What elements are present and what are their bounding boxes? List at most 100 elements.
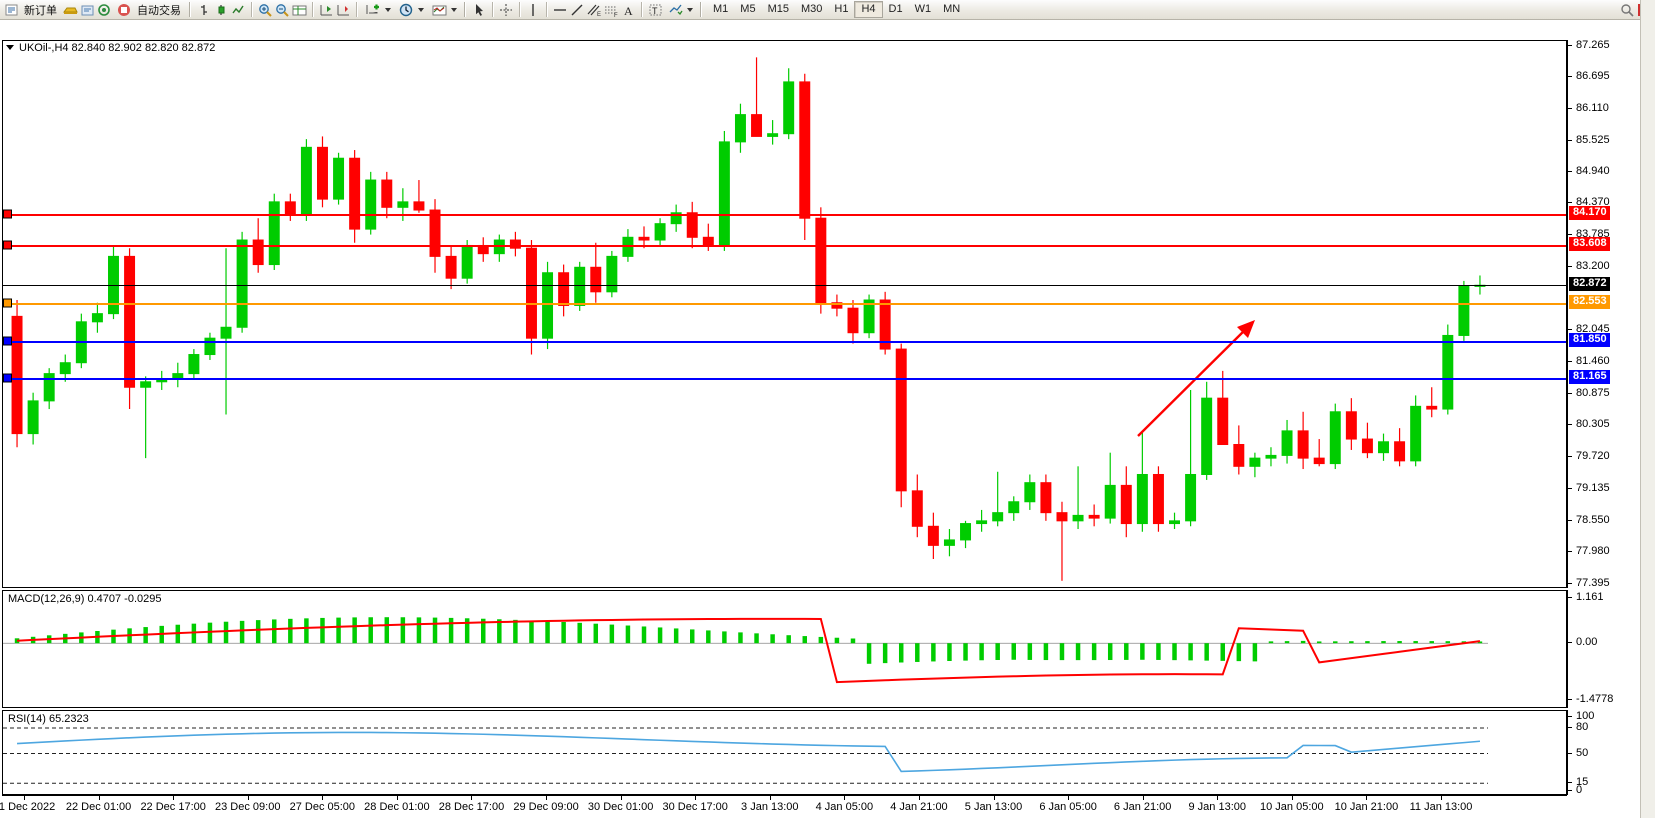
price-tick: 79.135 xyxy=(1568,482,1610,494)
zoom-in-icon[interactable] xyxy=(257,2,274,18)
toolbar-grip-3[interactable] xyxy=(700,2,704,17)
price-tag-82.553[interactable]: 82.553 xyxy=(1569,294,1610,309)
level-handle-support-2[interactable] xyxy=(3,373,12,383)
level-line-pivot[interactable] xyxy=(3,302,1566,305)
vline-icon[interactable] xyxy=(525,2,542,18)
time-tick xyxy=(1366,796,1368,800)
bar-chart-icon[interactable] xyxy=(196,2,213,18)
level-handle-support-1[interactable] xyxy=(3,336,12,346)
macd-pane[interactable]: MACD(12,26,9) 0.4707 -0.0295 xyxy=(2,590,1567,708)
price-tick: 85.525 xyxy=(1568,134,1610,146)
text-label-icon[interactable]: T xyxy=(647,2,664,18)
candlestick-chart-icon[interactable] xyxy=(213,2,230,18)
rsi-series xyxy=(3,727,1488,784)
time-label: 28 Dec 17:00 xyxy=(438,801,505,813)
time-tick xyxy=(1068,796,1070,800)
zoom-out-icon[interactable] xyxy=(274,2,291,18)
timeframe-m5[interactable]: M5 xyxy=(740,3,756,15)
chart-menu-caret-icon[interactable] xyxy=(6,45,14,50)
time-tick xyxy=(844,796,846,800)
price-tag-84.170[interactable]: 84.170 xyxy=(1569,206,1610,221)
toolbar-grip-2[interactable] xyxy=(464,2,468,17)
time-label: 4 Jan 21:00 xyxy=(890,801,948,813)
auto-scroll-icon[interactable] xyxy=(335,2,352,18)
time-label: 22 Dec 01:00 xyxy=(65,801,132,813)
templates-button[interactable] xyxy=(428,0,461,19)
fibonacci-icon[interactable]: F xyxy=(603,2,620,18)
metaeditor-icon[interactable] xyxy=(79,2,96,18)
level-line-support-2[interactable] xyxy=(3,378,1566,381)
level-line-resistance-1[interactable] xyxy=(3,214,1566,217)
timeframe-m15[interactable]: M15 xyxy=(767,3,789,15)
macd-tick: -1.4778 xyxy=(1568,693,1613,705)
equidistant-channel-icon[interactable]: E xyxy=(586,2,603,18)
autotrading-label: 自动交易 xyxy=(137,4,181,17)
macd-label: MACD(12,26,9) 0.4707 -0.0295 xyxy=(8,593,162,605)
timeframe-d1[interactable]: D1 xyxy=(888,3,903,15)
price-tag-83.608[interactable]: 83.608 xyxy=(1569,237,1610,252)
level-line-current-price[interactable] xyxy=(3,285,1566,287)
time-axis[interactable]: 21 Dec 2022 22 Dec 01:00 22 Dec 17:00 23 De… xyxy=(0,795,1567,819)
hline-icon[interactable] xyxy=(552,2,569,18)
objects-button[interactable] xyxy=(664,0,697,19)
text-icon[interactable]: A xyxy=(620,2,637,18)
new-order-button[interactable]: 新订单 xyxy=(0,0,62,19)
time-label: 28 Dec 01:00 xyxy=(364,801,430,813)
new-order-icon xyxy=(3,2,20,18)
gold-bar-icon[interactable] xyxy=(62,2,79,18)
timeframe-m30[interactable]: M30 xyxy=(800,3,823,15)
cursor-icon[interactable] xyxy=(471,2,488,18)
level-handle-resistance-1[interactable] xyxy=(3,209,12,219)
rsi-pane[interactable]: RSI(14) 65.2323 xyxy=(2,710,1567,795)
chart-symbol-header[interactable]: UKOil-,H4 82.840 82.902 82.820 82.872 xyxy=(2,40,215,55)
price-tick: 78.550 xyxy=(1568,514,1610,526)
period-button[interactable] xyxy=(395,0,428,19)
trendline-icon[interactable] xyxy=(569,2,586,18)
price-pane[interactable] xyxy=(2,40,1567,588)
window-scrollbar[interactable] xyxy=(1640,0,1655,818)
time-label: 6 Jan 05:00 xyxy=(1039,801,1097,813)
data-window-icon[interactable] xyxy=(291,2,308,18)
level-handle-pivot[interactable] xyxy=(3,298,12,308)
level-handle-resistance-2[interactable] xyxy=(3,240,12,250)
indicators-button[interactable] xyxy=(362,0,395,19)
timeframe-mn[interactable]: MN xyxy=(943,3,961,15)
time-label: 29 Dec 09:00 xyxy=(513,801,579,813)
svg-text:T: T xyxy=(652,6,658,16)
time-tick xyxy=(98,796,100,800)
timeframe-h4[interactable]: H4 xyxy=(854,1,883,18)
time-label: 5 Jan 13:00 xyxy=(964,801,1023,813)
timeframe-w1[interactable]: W1 xyxy=(914,3,932,15)
chevron-down-icon[interactable] xyxy=(385,7,391,12)
level-line-support-1[interactable] xyxy=(3,340,1566,343)
time-tick xyxy=(769,796,771,800)
level-line-resistance-2[interactable] xyxy=(3,245,1566,248)
timeframe-group[interactable]: M1 M5 M15 M30 H1 H4 D1 W1 MN xyxy=(707,1,966,18)
chevron-down-icon[interactable] xyxy=(451,7,457,12)
crosshair-icon[interactable] xyxy=(498,2,515,18)
rsi-tick: 50 xyxy=(1568,747,1588,759)
autotrading-button[interactable]: 自动交易 xyxy=(113,0,186,19)
price-tag-81.165[interactable]: 81.165 xyxy=(1569,370,1610,385)
timeframe-h1[interactable]: H1 xyxy=(834,3,849,15)
chart-shift-icon[interactable] xyxy=(318,2,335,18)
price-tag-81.850[interactable]: 81.850 xyxy=(1569,332,1610,347)
toolbar-grip[interactable] xyxy=(189,2,193,17)
price-axis[interactable]: 87.265 86.695 86.110 85.525 84.940 84.370 83.7… xyxy=(1567,39,1655,589)
time-tick xyxy=(471,796,473,800)
main-toolbar[interactable]: 新订单 自动交易 xyxy=(0,0,1655,20)
new-order-label: 新订单 xyxy=(24,4,57,17)
time-tick xyxy=(1291,796,1293,800)
time-tick xyxy=(24,796,25,800)
time-label: 6 Jan 21:00 xyxy=(1113,801,1172,813)
line-chart-icon[interactable] xyxy=(230,2,247,18)
search-icon[interactable] xyxy=(1619,2,1636,18)
chart-area[interactable]: UKOil-,H4 82.840 82.902 82.820 82.872 MA… xyxy=(0,20,1655,819)
chevron-down-icon[interactable] xyxy=(418,7,424,12)
rsi-tick: 100 xyxy=(1568,710,1594,722)
signals-icon[interactable] xyxy=(96,2,113,18)
time-tick xyxy=(546,796,548,800)
price-tag-82.872[interactable]: 82.872 xyxy=(1569,277,1610,292)
timeframe-m1[interactable]: M1 xyxy=(713,3,729,15)
chevron-down-icon[interactable] xyxy=(687,7,693,12)
